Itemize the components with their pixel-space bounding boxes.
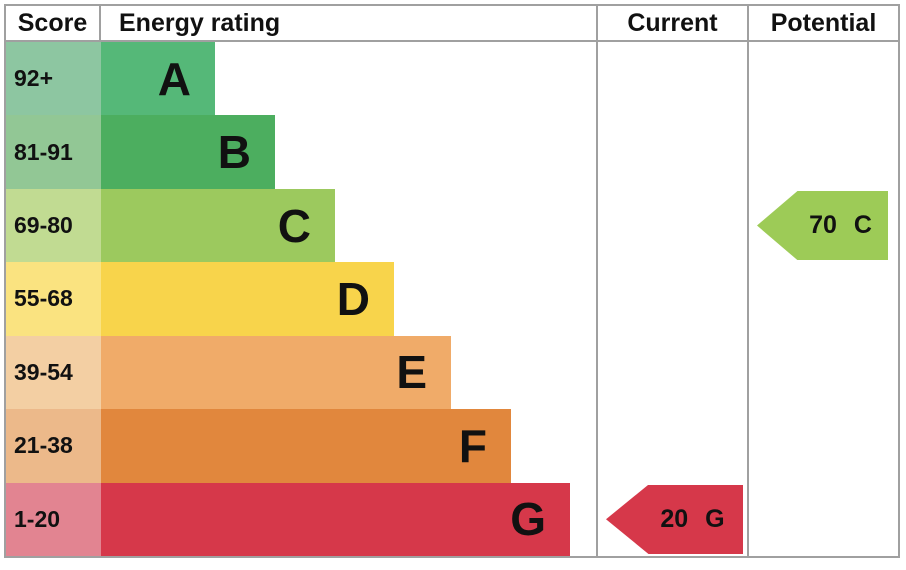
band-row-f: 21-38 F [6,409,596,483]
rating-bar-f: F [101,409,511,483]
rating-bar-e: E [101,335,451,410]
rating-bar-a: A [101,42,215,116]
rating-bar-g: G [101,482,570,556]
score-range-d: 55-68 [6,262,101,336]
band-row-c: 69-80 C [6,188,596,263]
current-rating-letter: G [705,504,725,533]
current-column-body: 20 G [598,42,747,556]
rating-bar-c: C [101,188,335,263]
current-column: Current 20 G [596,6,747,556]
score-range-e: 39-54 [6,335,101,410]
potential-column: Potential 70 C [747,6,898,556]
score-range-c: 69-80 [6,188,101,263]
band-row-d: 55-68 D [6,262,596,336]
energy-rating-header: Energy rating [119,8,281,37]
current-rating-arrow: 20 G [606,484,743,554]
band-row-e: 39-54 E [6,335,596,410]
band-row-a: 92+ A [6,42,596,116]
score-range-a: 92+ [6,42,101,116]
rating-bar-d: D [101,262,394,336]
main-header-row: Score Energy rating [6,6,596,42]
epc-energy-rating-chart: Score Energy rating 92+ A 81-91 B 69-80 … [4,4,900,558]
potential-column-body: 70 C [749,42,898,556]
band-row-g: 1-20 G [6,482,596,556]
band-row-b: 81-91 B [6,115,596,189]
potential-rating-letter: C [853,211,872,240]
score-header: Score [6,6,101,40]
current-header: Current [598,6,747,42]
potential-rating-arrow: 70 C [757,190,888,261]
potential-header: Potential [749,6,898,42]
score-range-b: 81-91 [6,115,101,189]
score-range-g: 1-20 [6,482,101,556]
rating-bar-b: B [101,115,275,189]
current-rating-value: 20 [660,504,689,533]
band-rows: 92+ A 81-91 B 69-80 C 55-68 D 39-54 E 21… [6,42,596,556]
score-range-f: 21-38 [6,409,101,483]
potential-rating-value: 70 [809,211,837,240]
score-and-rating-column: Score Energy rating 92+ A 81-91 B 69-80 … [6,6,596,556]
